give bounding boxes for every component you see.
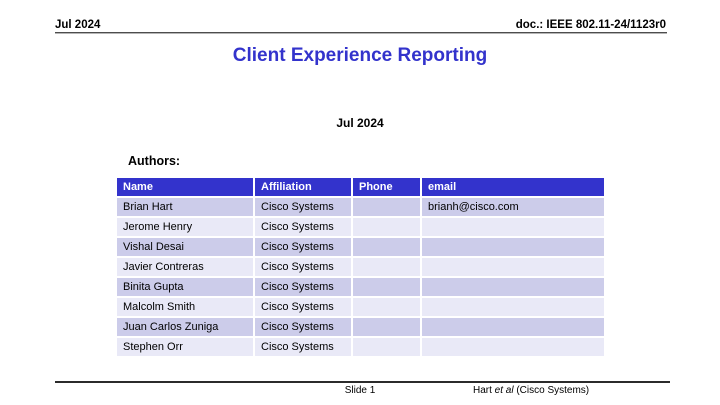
cell-email xyxy=(420,216,606,238)
cell-phone xyxy=(351,276,422,298)
table-row: Binita Gupta Cisco Systems xyxy=(115,276,606,298)
column-header-name: Name xyxy=(115,176,255,198)
cell-email xyxy=(420,256,606,278)
cell-name: Juan Carlos Zuniga xyxy=(115,316,255,338)
cell-email xyxy=(420,236,606,258)
cell-phone xyxy=(351,196,422,218)
table-row: Malcolm Smith Cisco Systems xyxy=(115,296,606,318)
cell-name: Stephen Orr xyxy=(115,336,255,358)
table-row: Stephen Orr Cisco Systems xyxy=(115,336,606,358)
cell-email xyxy=(420,296,606,318)
cell-phone xyxy=(351,316,422,338)
table-row: Brian Hart Cisco Systems brianh@cisco.com xyxy=(115,196,606,218)
footer-attribution: Hart et al (Cisco Systems) xyxy=(473,385,589,396)
attribution-suffix: (Cisco Systems) xyxy=(513,385,590,396)
authors-table-body: Brian Hart Cisco Systems brianh@cisco.com J… xyxy=(115,196,606,358)
cell-email xyxy=(420,276,606,298)
cell-affiliation: Cisco Systems xyxy=(253,296,353,318)
cell-name: Jerome Henry xyxy=(115,216,255,238)
footer-rule xyxy=(55,381,670,383)
cell-affiliation: Cisco Systems xyxy=(253,216,353,238)
cell-name: Binita Gupta xyxy=(115,276,255,298)
slide-number: Slide 1 xyxy=(344,385,376,396)
cell-email xyxy=(420,316,606,338)
cell-phone xyxy=(351,236,422,258)
cell-affiliation: Cisco Systems xyxy=(253,196,353,218)
table-row: Juan Carlos Zuniga Cisco Systems xyxy=(115,316,606,338)
date-line: Jul 2024 xyxy=(336,116,384,130)
column-header-phone: Phone xyxy=(351,176,422,198)
cell-name: Vishal Desai xyxy=(115,236,255,258)
table-row: Javier Contreras Cisco Systems xyxy=(115,256,606,278)
column-header-email: email xyxy=(420,176,606,198)
attribution-prefix: Hart xyxy=(473,385,495,396)
cell-affiliation: Cisco Systems xyxy=(253,276,353,298)
page-title: Client Experience Reporting xyxy=(232,45,488,66)
cell-name: Malcolm Smith xyxy=(115,296,255,318)
cell-affiliation: Cisco Systems xyxy=(253,236,353,258)
attribution-italic: et al xyxy=(494,385,514,396)
cell-email: brianh@cisco.com xyxy=(420,196,606,218)
cell-affiliation: Cisco Systems xyxy=(253,256,353,278)
header-row: Name Affiliation Phone email xyxy=(115,176,606,198)
column-header-affiliation: Affiliation xyxy=(253,176,353,198)
cell-phone xyxy=(351,296,422,318)
table-row: Jerome Henry Cisco Systems xyxy=(115,216,606,238)
header-doc-number: doc.: IEEE 802.11-24/1123r0 xyxy=(515,19,666,31)
authors-label: Authors: xyxy=(128,154,181,168)
cell-affiliation: Cisco Systems xyxy=(253,336,353,358)
cell-affiliation: Cisco Systems xyxy=(253,316,353,338)
header-date: Jul 2024 xyxy=(55,19,101,31)
cell-phone xyxy=(351,336,422,358)
cell-phone xyxy=(351,216,422,238)
header-rule xyxy=(55,32,667,34)
cell-email xyxy=(420,336,606,358)
cell-name: Brian Hart xyxy=(115,196,255,218)
authors-table: Name Affiliation Phone email Brian Hart C… xyxy=(115,176,606,358)
cell-phone xyxy=(351,256,422,278)
authors-table-header: Name Affiliation Phone email xyxy=(115,176,606,198)
table-row: Vishal Desai Cisco Systems xyxy=(115,236,606,258)
cell-name: Javier Contreras xyxy=(115,256,255,278)
